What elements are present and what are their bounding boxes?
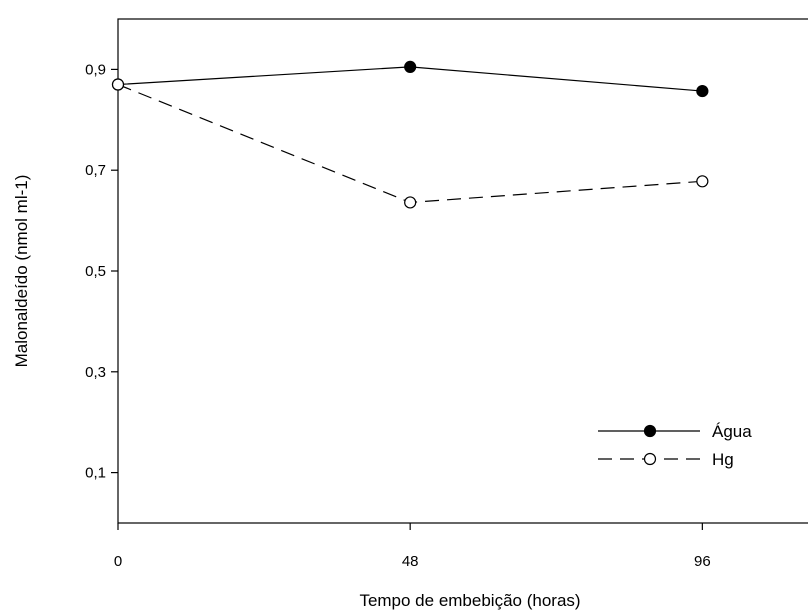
y-tick-label: 0,1 (85, 465, 106, 482)
legend-label: Água (712, 422, 752, 441)
y-tick-label: 0,5 (85, 263, 106, 280)
x-axis-title: Tempo de embebição (horas) (359, 591, 580, 610)
series-lines (117, 66, 703, 204)
legend: Água Hg (598, 422, 752, 469)
data-point (111, 78, 125, 91)
data-point (404, 196, 417, 209)
legend-marker (643, 424, 657, 438)
x-tick-label: 48 (402, 553, 419, 570)
y-tick-label: 0,3 (85, 364, 106, 381)
x-tick-label: 96 (694, 553, 711, 570)
series-points (111, 60, 709, 209)
legend-marker (643, 452, 657, 466)
legend-label: Hg (712, 450, 734, 469)
data-point (404, 60, 417, 73)
series-line-1 (117, 83, 703, 204)
y-tick-label: 0,9 (85, 61, 106, 78)
x-axis: 0 48 96 (114, 523, 711, 570)
y-axis-title: Malonaldeído (nmol ml-1) (12, 175, 31, 368)
data-point (696, 84, 709, 98)
y-tick-label: 0,7 (85, 162, 106, 179)
data-point (696, 175, 709, 188)
y-axis: 0,1 0,3 0,5 0,7 0,9 (85, 61, 118, 482)
x-tick-label: 0 (114, 553, 122, 570)
